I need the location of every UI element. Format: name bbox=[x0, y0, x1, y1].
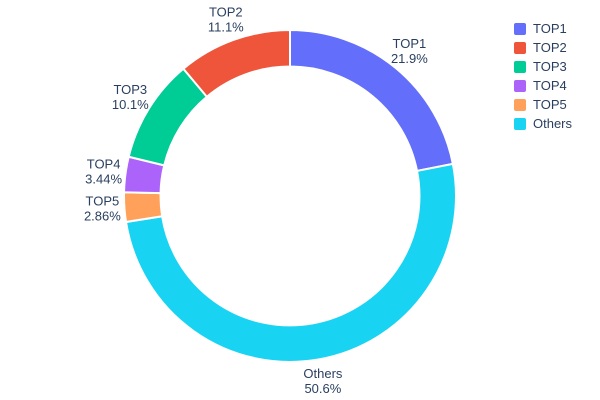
legend-item-top2[interactable]: TOP2 bbox=[514, 41, 572, 55]
legend-label: TOP3 bbox=[533, 59, 567, 74]
slice-label-name: TOP1 bbox=[393, 36, 427, 51]
legend-item-top4[interactable]: TOP4 bbox=[514, 79, 572, 93]
legend-swatch-icon bbox=[514, 23, 526, 35]
slice-label-pct: 2.86% bbox=[84, 209, 121, 224]
legend-label: TOP1 bbox=[533, 21, 567, 36]
slice-label-pct: 3.44% bbox=[85, 172, 122, 187]
legend-label: TOP5 bbox=[533, 97, 567, 112]
slice-label-name: Others bbox=[303, 366, 343, 381]
slice-label-name: TOP4 bbox=[87, 157, 121, 172]
slice-label-top2: TOP2 11.1% bbox=[208, 4, 244, 34]
pie-slice-top1[interactable] bbox=[289, 28, 455, 173]
slice-label-pct: 50.6% bbox=[304, 381, 341, 396]
slice-label-pct: 10.1% bbox=[112, 97, 149, 112]
slice-label-pct: 11.1% bbox=[208, 19, 244, 34]
slice-label-top3: TOP3 10.1% bbox=[112, 82, 149, 112]
legend-item-top1[interactable]: TOP1 bbox=[514, 22, 572, 36]
chart-legend: TOP1 TOP2 TOP3 TOP4 TOP5 Others bbox=[514, 22, 572, 131]
legend-swatch-icon bbox=[514, 80, 526, 92]
pie-slice-top5[interactable] bbox=[123, 191, 164, 224]
legend-label: TOP2 bbox=[533, 40, 567, 55]
slice-label-name: TOP3 bbox=[113, 82, 147, 97]
legend-swatch-icon bbox=[514, 42, 526, 54]
slice-label-name: TOP2 bbox=[209, 4, 243, 19]
legend-item-others[interactable]: Others bbox=[514, 117, 572, 131]
legend-swatch-icon bbox=[514, 99, 526, 111]
legend-item-top5[interactable]: TOP5 bbox=[514, 98, 572, 112]
pie-slice-top2[interactable] bbox=[181, 28, 291, 99]
legend-label: Others bbox=[533, 116, 573, 131]
slice-label-name: TOP5 bbox=[86, 194, 120, 209]
slice-label-pct: 21.9% bbox=[391, 51, 428, 66]
slice-label-others: Others 50.6% bbox=[303, 366, 343, 396]
legend-swatch-icon bbox=[514, 61, 526, 73]
slice-label-top5: TOP5 2.86% bbox=[84, 194, 121, 224]
legend-item-top3[interactable]: TOP3 bbox=[514, 60, 572, 74]
slice-label-top1: TOP1 21.9% bbox=[391, 36, 428, 66]
legend-swatch-icon bbox=[514, 118, 526, 130]
pie-slice-others[interactable] bbox=[124, 162, 457, 363]
slice-label-top4: TOP4 3.44% bbox=[85, 157, 122, 187]
legend-label: TOP4 bbox=[533, 78, 567, 93]
